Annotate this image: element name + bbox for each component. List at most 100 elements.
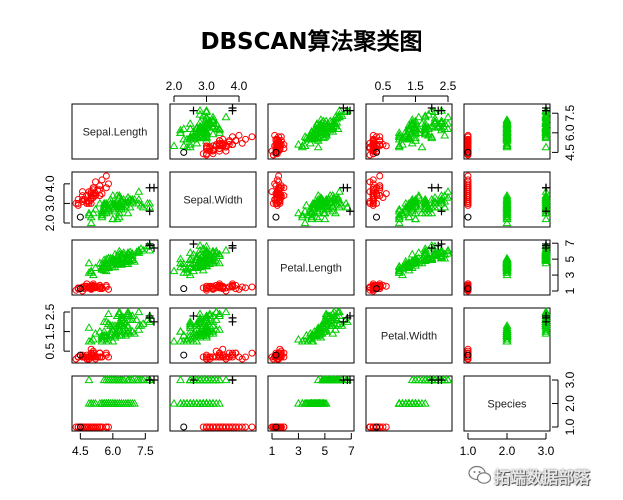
data-point bbox=[114, 204, 124, 213]
data-point bbox=[437, 251, 446, 260]
data-point bbox=[104, 309, 113, 318]
data-point bbox=[404, 260, 414, 268]
data-point bbox=[185, 330, 195, 339]
data-point bbox=[321, 321, 331, 329]
data-point bbox=[404, 208, 414, 217]
data-point bbox=[84, 323, 94, 331]
data-point bbox=[273, 142, 281, 150]
data-point bbox=[202, 119, 211, 127]
data-point bbox=[407, 375, 417, 384]
tick-label: 0.5 bbox=[375, 79, 392, 93]
data-point bbox=[87, 284, 95, 292]
data-point bbox=[541, 214, 551, 223]
data-point bbox=[203, 144, 210, 152]
data-point bbox=[222, 143, 230, 151]
data-point bbox=[541, 196, 551, 205]
data-point bbox=[334, 109, 344, 118]
data-point bbox=[72, 199, 80, 207]
data-point bbox=[84, 375, 94, 384]
data-point bbox=[427, 194, 437, 203]
tick-label: 3.0 bbox=[563, 371, 577, 388]
data-point bbox=[108, 325, 118, 333]
data-point bbox=[229, 353, 236, 361]
data-point bbox=[222, 147, 230, 155]
data-point bbox=[502, 202, 512, 211]
data-point bbox=[74, 285, 82, 293]
data-point bbox=[176, 326, 185, 335]
data-point bbox=[411, 133, 420, 142]
data-point bbox=[502, 130, 512, 139]
data-point bbox=[119, 252, 129, 261]
data-point bbox=[394, 132, 404, 140]
data-point bbox=[119, 198, 129, 207]
data-point bbox=[437, 194, 446, 203]
data-point bbox=[195, 398, 205, 407]
data-point bbox=[211, 248, 221, 257]
data-point bbox=[424, 253, 433, 262]
data-point bbox=[195, 124, 205, 132]
data-point bbox=[401, 206, 411, 215]
data-point bbox=[179, 124, 189, 132]
data-point bbox=[242, 284, 249, 292]
tick-label: 1 bbox=[269, 444, 276, 458]
data-point bbox=[321, 129, 331, 138]
tick-label: 1.5 bbox=[43, 323, 57, 340]
data-point bbox=[443, 112, 453, 121]
data-point bbox=[79, 192, 86, 200]
data-point bbox=[123, 248, 133, 257]
data-point bbox=[382, 142, 390, 150]
data-point bbox=[192, 130, 202, 139]
data-point bbox=[321, 319, 331, 327]
data-point bbox=[273, 176, 281, 184]
data-point bbox=[407, 249, 417, 258]
panel-frame bbox=[463, 307, 551, 364]
data-point bbox=[401, 198, 411, 207]
data-point bbox=[307, 206, 317, 215]
data-point bbox=[208, 317, 218, 325]
data-point bbox=[317, 128, 327, 136]
data-point bbox=[430, 116, 440, 125]
data-point bbox=[134, 198, 144, 207]
data-point bbox=[542, 311, 550, 320]
data-point bbox=[110, 206, 120, 215]
data-point bbox=[179, 336, 189, 345]
data-point bbox=[437, 106, 446, 115]
tick-label: 6.0 bbox=[563, 124, 577, 141]
data-point bbox=[123, 398, 133, 407]
data-point bbox=[199, 150, 207, 158]
data-point bbox=[420, 196, 430, 205]
data-point bbox=[189, 332, 198, 341]
data-point bbox=[101, 198, 111, 207]
data-point bbox=[106, 194, 116, 203]
tick-label: 2.0 bbox=[166, 79, 183, 93]
data-point bbox=[334, 187, 344, 195]
data-point bbox=[502, 139, 512, 148]
tick-label: 1.5 bbox=[407, 79, 424, 93]
data-point bbox=[138, 245, 148, 254]
data-point bbox=[330, 208, 340, 217]
data-point bbox=[114, 307, 124, 316]
data-point bbox=[212, 142, 220, 150]
data-point bbox=[332, 311, 342, 320]
data-point bbox=[98, 190, 106, 198]
data-point bbox=[123, 375, 133, 384]
data-point bbox=[369, 186, 377, 194]
data-point bbox=[108, 214, 118, 223]
data-point bbox=[443, 375, 453, 384]
data-point bbox=[464, 184, 472, 192]
data-point bbox=[325, 190, 335, 199]
data-point bbox=[91, 204, 100, 213]
data-point bbox=[74, 423, 82, 431]
data-point bbox=[376, 133, 384, 141]
data-point bbox=[502, 260, 512, 268]
data-point bbox=[145, 245, 155, 254]
data-point bbox=[276, 345, 284, 353]
data-point bbox=[369, 131, 377, 139]
data-point bbox=[91, 263, 100, 271]
data-point bbox=[464, 133, 472, 141]
data-point bbox=[114, 326, 124, 335]
data-point bbox=[185, 326, 195, 335]
data-point bbox=[114, 212, 124, 221]
data-point bbox=[79, 423, 86, 431]
data-point bbox=[321, 204, 331, 213]
